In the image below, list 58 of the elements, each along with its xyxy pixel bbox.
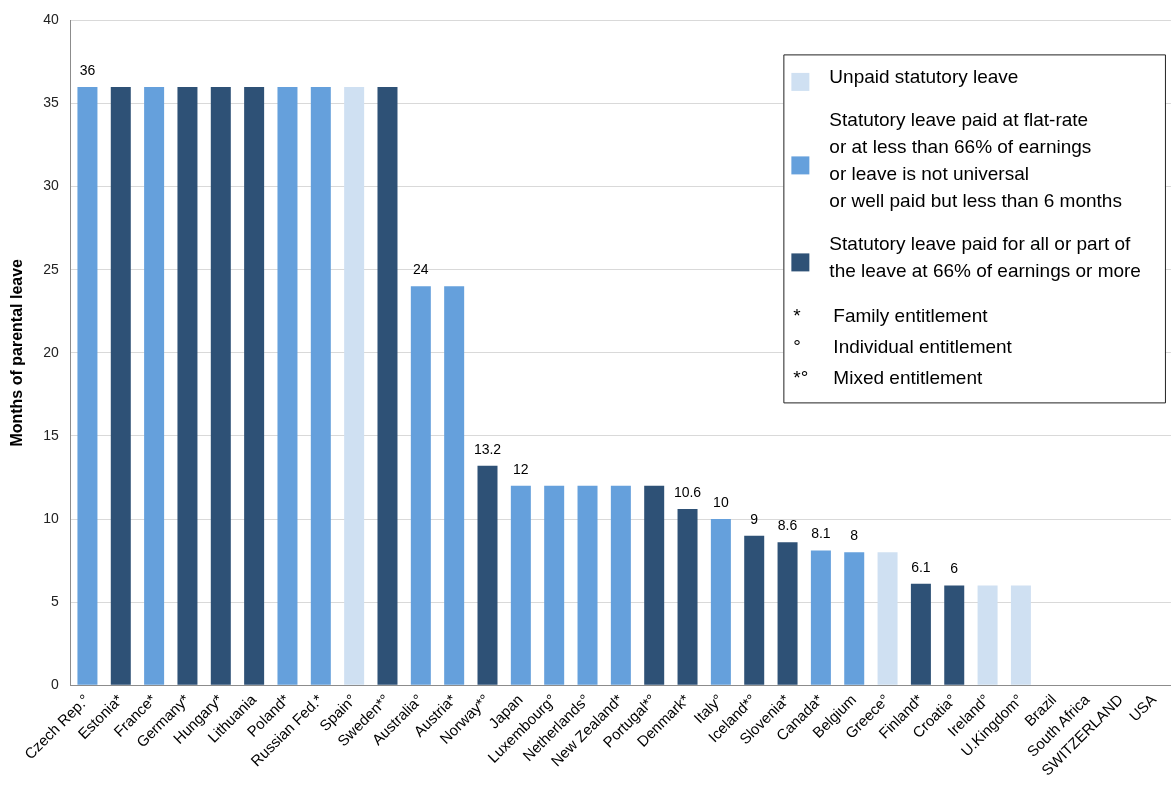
y-tick-label: 5 [50, 593, 59, 610]
bar [744, 535, 765, 685]
bar [577, 485, 598, 685]
bar [910, 583, 931, 685]
bar [110, 86, 131, 685]
bar [377, 86, 398, 685]
y-tick-label: 30 [43, 177, 59, 194]
data-label: 12 [513, 460, 529, 477]
text: * Family entitlement [793, 305, 988, 327]
data-label: 9 [750, 510, 759, 527]
y-tick-label: 25 [43, 260, 59, 277]
x-tick-label: USA [1125, 690, 1160, 725]
bar [244, 86, 265, 685]
data-label: 13.2 [473, 440, 502, 457]
y-tick-label: 35 [43, 94, 59, 111]
data-label: 10.6 [673, 483, 702, 500]
data-label: 6 [950, 560, 959, 577]
text: *° Mixed entitlement [793, 367, 983, 389]
bar [777, 542, 798, 685]
y-tick-label: 10 [43, 509, 59, 526]
bar [410, 286, 431, 685]
legend-label: Statutory leave paid for all or part of the leave at 66% of earnings or more [829, 233, 1141, 282]
bar [544, 485, 565, 685]
bar [810, 550, 831, 685]
bar [677, 509, 698, 685]
bar [710, 519, 731, 685]
bar [444, 286, 465, 685]
y-axis-title: Months of parental leave [8, 258, 26, 447]
bar [477, 465, 498, 685]
text: ° Individual entitlement [793, 336, 1012, 358]
bar [844, 552, 865, 685]
data-label: 36 [79, 61, 96, 78]
data-label: 8.6 [777, 517, 798, 534]
legend-label: Unpaid statutory leave [829, 66, 1019, 88]
bar [310, 86, 331, 685]
bar [944, 585, 965, 685]
data-label: 24 [413, 261, 429, 278]
data-label: 8.1 [811, 525, 831, 542]
bar [177, 86, 198, 685]
bar [277, 86, 298, 685]
bar [644, 485, 665, 685]
bar [610, 485, 631, 685]
bar [510, 485, 531, 685]
y-tick-label: 40 [43, 11, 59, 28]
y-tick-label: 20 [43, 343, 59, 360]
data-label: 6.1 [911, 558, 931, 575]
data-label: 8 [850, 527, 859, 544]
bar [877, 552, 898, 685]
bar [144, 86, 165, 685]
data-label: 10 [713, 493, 729, 510]
bar [1010, 585, 1031, 685]
y-tick-label: 0 [50, 676, 59, 693]
bar [977, 585, 998, 685]
bar [77, 86, 98, 685]
bar [210, 86, 231, 685]
legend-label: Statutory leave paid at flat-rate or at less than 66% of earnings or leave is not universal or well paid but less than 6 months [829, 109, 1122, 212]
bar [344, 86, 365, 685]
y-tick-label: 15 [43, 426, 59, 443]
